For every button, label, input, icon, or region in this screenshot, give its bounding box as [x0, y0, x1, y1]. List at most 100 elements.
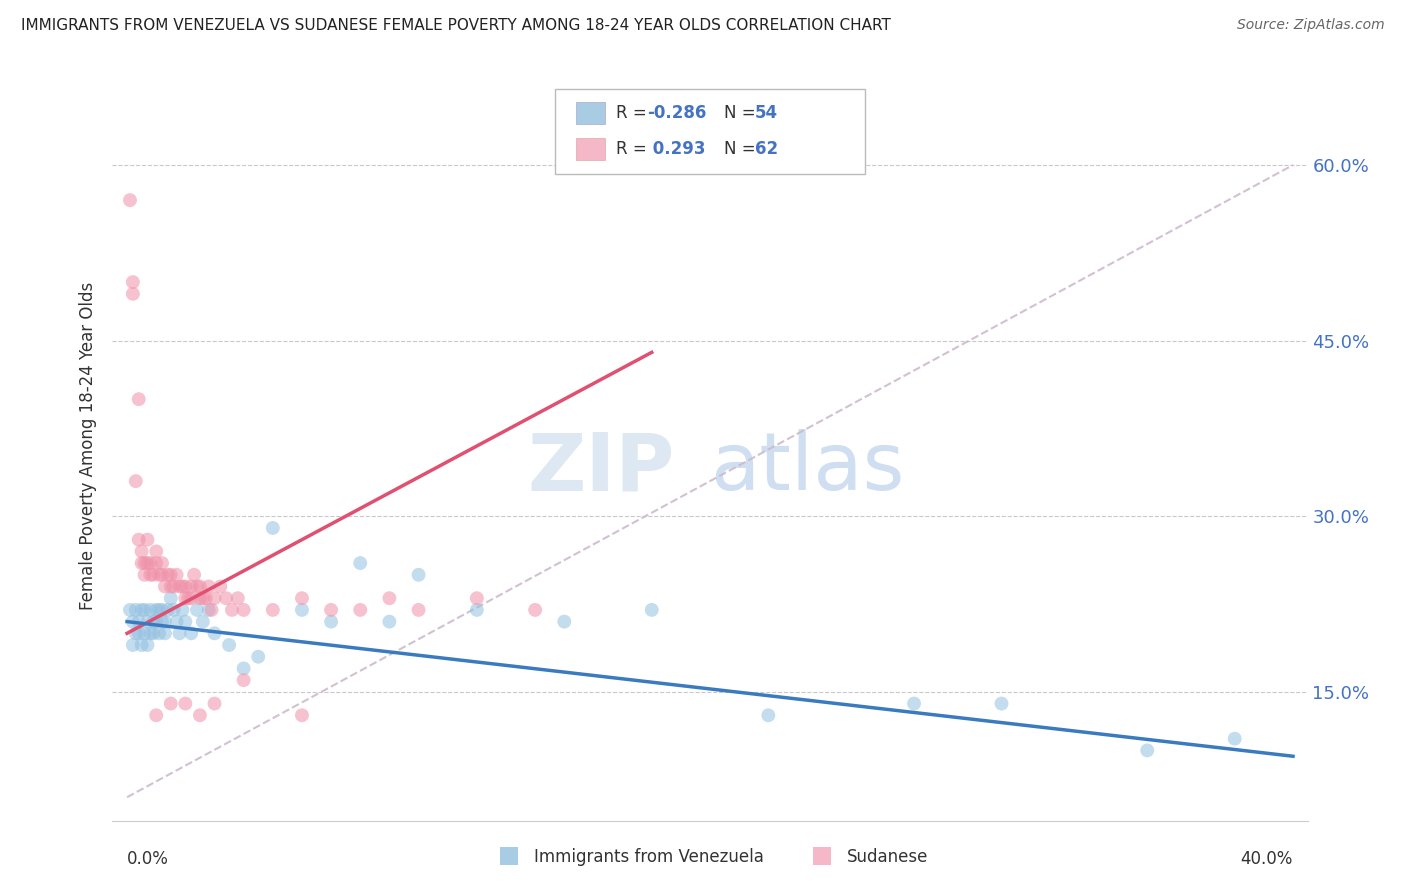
Point — [232, 603, 254, 617]
Point — [145, 556, 167, 570]
Text: atlas: atlas — [710, 429, 904, 508]
Point — [188, 580, 211, 594]
Text: Source: ZipAtlas.com: Source: ZipAtlas.com — [1237, 18, 1385, 32]
Point — [159, 567, 181, 582]
Text: 0.0%: 0.0% — [127, 850, 169, 868]
Point — [118, 603, 141, 617]
Point — [1136, 743, 1159, 757]
Text: 62: 62 — [755, 140, 778, 158]
Point — [194, 591, 217, 606]
Point — [180, 591, 202, 606]
Text: 0.293: 0.293 — [647, 140, 706, 158]
Point — [186, 580, 208, 594]
Point — [172, 580, 194, 594]
Point — [291, 591, 314, 606]
Point — [128, 533, 150, 547]
Point — [148, 603, 170, 617]
Point — [408, 567, 430, 582]
Text: N =: N = — [724, 104, 761, 122]
Point — [291, 603, 314, 617]
Point — [232, 673, 254, 688]
Text: R =: R = — [616, 104, 652, 122]
Point — [319, 615, 342, 629]
Point — [174, 697, 197, 711]
Point — [125, 603, 148, 617]
Point — [177, 591, 200, 606]
Point — [128, 626, 150, 640]
Point — [186, 603, 208, 617]
Point — [197, 580, 219, 594]
Point — [247, 649, 270, 664]
Point — [122, 615, 145, 629]
Point — [200, 603, 222, 617]
Point — [204, 626, 226, 640]
Point — [136, 615, 159, 629]
Point — [153, 626, 176, 640]
Point — [142, 615, 165, 629]
Point — [197, 603, 219, 617]
Point — [218, 638, 240, 652]
Text: -0.286: -0.286 — [647, 104, 706, 122]
Point — [136, 533, 159, 547]
Point — [139, 556, 162, 570]
Point — [136, 638, 159, 652]
Point — [204, 697, 226, 711]
Point — [134, 567, 156, 582]
Point — [150, 567, 173, 582]
Point — [180, 580, 202, 594]
Text: IMMIGRANTS FROM VENEZUELA VS SUDANESE FEMALE POVERTY AMONG 18-24 YEAR OLDS CORRE: IMMIGRANTS FROM VENEZUELA VS SUDANESE FE… — [21, 18, 891, 33]
Point — [139, 603, 162, 617]
Point — [118, 193, 141, 207]
Point — [150, 603, 173, 617]
Point — [169, 580, 191, 594]
Point — [145, 708, 167, 723]
Point — [159, 697, 181, 711]
Point — [465, 591, 488, 606]
Point — [408, 603, 430, 617]
Point — [131, 638, 153, 652]
Point — [131, 556, 153, 570]
Point — [209, 580, 232, 594]
Point — [122, 275, 145, 289]
Point — [145, 603, 167, 617]
Point — [159, 580, 181, 594]
Point — [142, 567, 165, 582]
Point — [903, 697, 925, 711]
Point — [159, 591, 181, 606]
Point — [134, 603, 156, 617]
Text: R =: R = — [616, 140, 652, 158]
Point — [142, 626, 165, 640]
Point — [990, 697, 1012, 711]
Y-axis label: Female Poverty Among 18-24 Year Olds: Female Poverty Among 18-24 Year Olds — [79, 282, 97, 610]
Point — [174, 615, 197, 629]
Point — [553, 615, 575, 629]
Point — [169, 626, 191, 640]
Text: ZIP: ZIP — [527, 429, 675, 508]
Point — [191, 591, 214, 606]
Point — [122, 286, 145, 301]
Point — [156, 603, 179, 617]
Point — [180, 626, 202, 640]
Point — [136, 556, 159, 570]
Point — [163, 603, 186, 617]
Point — [134, 626, 156, 640]
Point — [174, 580, 197, 594]
Point — [166, 615, 188, 629]
Point — [756, 708, 779, 723]
Point — [262, 603, 284, 617]
Point — [163, 580, 186, 594]
Point — [191, 615, 214, 629]
Point — [148, 626, 170, 640]
Point — [188, 708, 211, 723]
Point — [262, 521, 284, 535]
Point — [319, 603, 342, 617]
Point — [524, 603, 547, 617]
Point — [139, 626, 162, 640]
Text: N =: N = — [724, 140, 761, 158]
Point — [188, 591, 211, 606]
Point — [145, 544, 167, 558]
Point — [465, 603, 488, 617]
Point — [153, 580, 176, 594]
Point — [215, 591, 238, 606]
Point — [125, 474, 148, 488]
